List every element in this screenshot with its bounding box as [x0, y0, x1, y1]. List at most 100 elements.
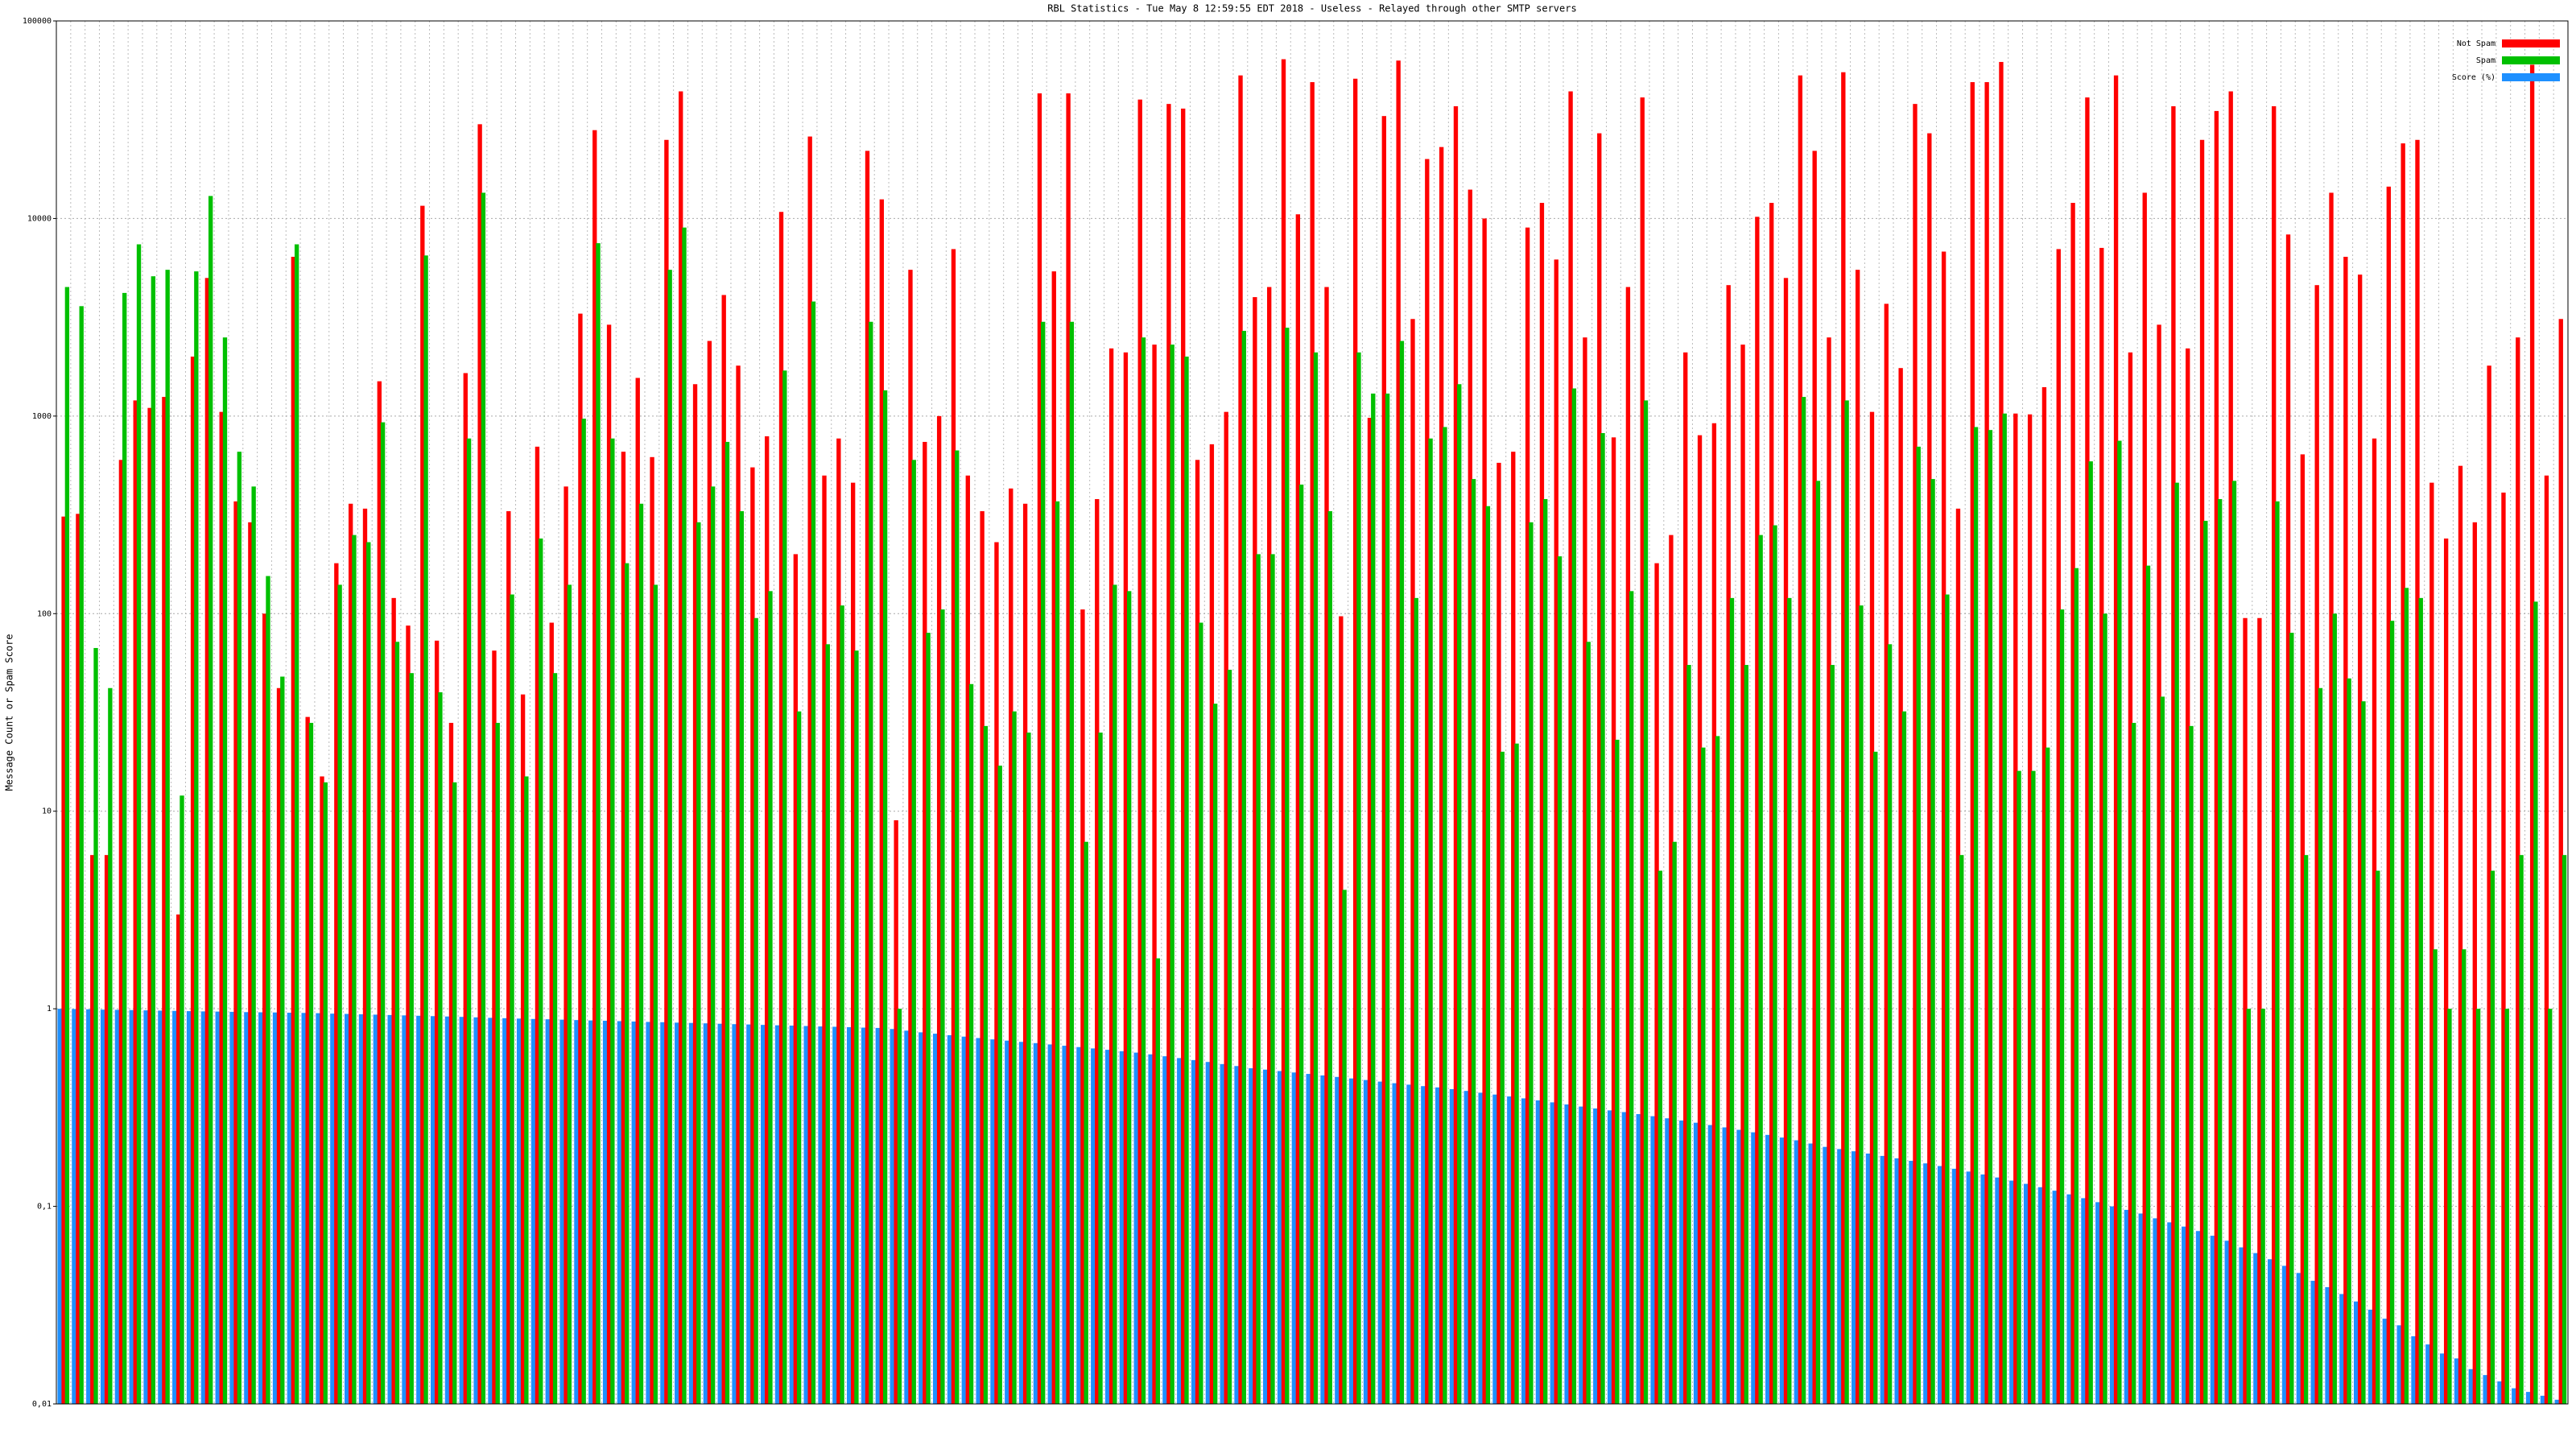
bar — [2487, 365, 2491, 1405]
bar — [2142, 192, 2147, 1405]
bar — [430, 1016, 436, 1404]
bar — [1127, 591, 1132, 1404]
bar — [1084, 841, 1088, 1404]
bar — [968, 683, 974, 1404]
bar — [2443, 538, 2449, 1405]
bar — [1937, 1166, 1942, 1404]
bar — [1137, 99, 1142, 1404]
bar — [272, 1012, 278, 1404]
bar — [1313, 352, 1319, 1404]
bar — [1306, 1074, 1311, 1404]
bar — [1966, 1171, 1971, 1404]
bar — [736, 365, 741, 1405]
bar — [180, 795, 184, 1404]
bar — [1923, 1163, 1928, 1404]
bar — [1463, 1091, 1468, 1404]
bar — [588, 1020, 593, 1404]
bar — [1406, 1084, 1411, 1404]
bar — [675, 1022, 679, 1404]
bar — [1170, 345, 1174, 1404]
bar — [2117, 440, 2122, 1404]
bar — [406, 625, 411, 1404]
bar — [2325, 1286, 2330, 1404]
bar — [746, 1024, 751, 1404]
bar — [2296, 1273, 2301, 1404]
bar — [2059, 609, 2065, 1404]
bar — [1873, 751, 1878, 1404]
bar — [2540, 1395, 2545, 1404]
bar — [1794, 1140, 1799, 1404]
legend-swatch — [2502, 56, 2560, 64]
bar — [2132, 722, 2136, 1404]
bar — [1037, 93, 1042, 1405]
bar — [1769, 202, 1774, 1404]
bar — [287, 1013, 292, 1404]
bar — [1736, 1129, 1741, 1404]
bar — [1672, 841, 1677, 1404]
bar — [1707, 1125, 1713, 1404]
bar — [1715, 736, 1720, 1404]
bar — [122, 292, 127, 1405]
bar — [2519, 855, 2524, 1404]
bar — [1815, 481, 1821, 1404]
bar — [2171, 105, 2176, 1405]
bar — [64, 287, 70, 1404]
bar — [1377, 1081, 1383, 1404]
bar — [1554, 259, 1558, 1404]
bar — [1253, 297, 1257, 1404]
bar — [2501, 492, 2506, 1404]
bar — [1342, 890, 1347, 1404]
bar — [2458, 465, 2463, 1405]
bar — [2210, 1236, 2215, 1404]
bar — [1091, 1048, 1096, 1404]
y-tick-label: 100000 — [23, 17, 52, 26]
bar — [2529, 64, 2535, 1405]
bar — [2425, 1344, 2430, 1404]
bar — [1327, 511, 1332, 1404]
bar — [2329, 192, 2334, 1405]
bar — [251, 486, 256, 1404]
bar — [961, 1036, 966, 1404]
bar — [1851, 1151, 1856, 1404]
bar — [1970, 82, 1975, 1404]
bar — [908, 270, 913, 1404]
bar — [463, 373, 468, 1405]
bar — [387, 1014, 392, 1404]
bar — [882, 390, 888, 1404]
bar — [782, 370, 787, 1405]
bar — [1557, 556, 1563, 1404]
bar — [2332, 613, 2337, 1404]
bar — [1597, 133, 1602, 1405]
bar — [1615, 739, 1620, 1404]
bar — [320, 776, 324, 1404]
bar — [262, 613, 267, 1404]
bar — [818, 1026, 823, 1404]
bar — [2468, 1368, 2473, 1404]
bar — [1123, 352, 1129, 1404]
bar — [2243, 617, 2248, 1404]
bar — [610, 438, 615, 1404]
bar — [308, 722, 314, 1404]
bar — [2404, 588, 2409, 1404]
bar — [477, 124, 482, 1405]
bar — [76, 514, 80, 1404]
bar — [2525, 1392, 2531, 1404]
bar — [1033, 1042, 1038, 1404]
bar — [1514, 743, 1519, 1404]
bar — [2253, 1253, 2258, 1404]
y-tick-label: 0,1 — [37, 1203, 52, 1212]
bar — [348, 503, 353, 1404]
bar — [495, 722, 500, 1404]
bar — [1650, 1116, 1655, 1404]
bar — [1722, 1127, 1727, 1404]
bar — [373, 1014, 378, 1404]
bar — [2396, 1325, 2401, 1404]
bar — [1435, 1087, 1440, 1404]
bar — [1051, 271, 1056, 1404]
bar — [233, 501, 238, 1404]
bar — [423, 255, 428, 1404]
bar — [1593, 1108, 1598, 1404]
y-tick-label: 10000 — [27, 214, 52, 223]
bar — [1841, 72, 1846, 1404]
bar — [459, 1017, 464, 1404]
